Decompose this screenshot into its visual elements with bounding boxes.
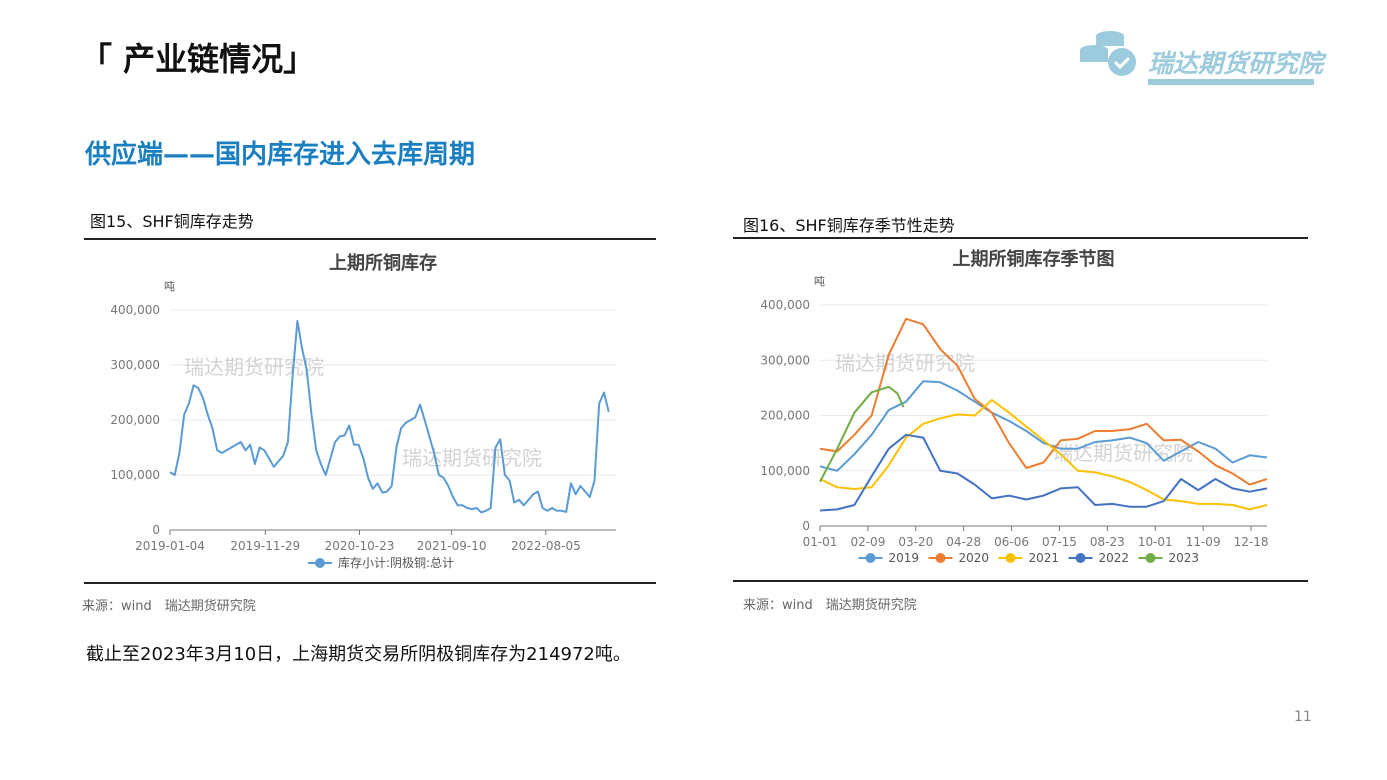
legend-marker [1145, 553, 1156, 563]
x-tick-label: 2020-10-23 [325, 539, 395, 553]
y-tick-label: 0 [802, 519, 810, 533]
series-line-2023 [819, 385, 905, 483]
watermark: 瑞达期货研究院 [835, 351, 975, 375]
x-tick-label: 08-23 [1090, 535, 1125, 549]
x-tick-label: 06-06 [994, 535, 1029, 549]
series-line-库存小计:阴极铜:总计 [169, 320, 610, 514]
coins-logo-icon [1080, 31, 1136, 76]
slide-title: 「 产业链情况」 [80, 40, 316, 78]
watermark: 瑞达期货研究院 [1053, 441, 1193, 465]
logo-underline [1148, 79, 1314, 85]
x-tick-label: 2021-09-10 [417, 539, 487, 553]
x-tick-label: 04-28 [946, 535, 981, 549]
figure-16-caption: 图16、SHF铜库存季节性走势 [743, 216, 955, 235]
divider [84, 582, 656, 584]
x-tick-label: 2019-11-29 [230, 539, 300, 553]
series-line-2020 [819, 317, 1268, 486]
x-tick-label: 07-15 [1042, 535, 1077, 549]
legend-label: 2019 [889, 551, 920, 565]
y-tick-label: 100,000 [760, 464, 810, 478]
y-tick-label: 200,000 [760, 409, 810, 423]
legend-marker [1075, 553, 1086, 563]
x-tick-label: 11-09 [1186, 535, 1221, 549]
legend-label: 2023 [1169, 551, 1200, 565]
y-tick-label: 100,000 [110, 468, 160, 482]
figure-15-source: 来源：wind 瑞达期货研究院 [82, 599, 256, 614]
series-line-2021 [819, 399, 1268, 511]
divider [84, 238, 656, 240]
y-tick-label: 400,000 [760, 298, 810, 312]
logo-text: 瑞达期货研究院 [1148, 49, 1324, 78]
y-tick-label: 0 [152, 523, 160, 537]
y-tick-label: 300,000 [760, 353, 810, 367]
page-number: 11 [1294, 709, 1312, 725]
series-line-2019 [819, 380, 1268, 472]
legend-marker [315, 558, 325, 568]
legend-label: 2022 [1099, 551, 1130, 565]
y-tick-label: 400,000 [110, 303, 160, 317]
watermark: 瑞达期货研究院 [184, 355, 324, 379]
legend-marker [1005, 553, 1016, 563]
divider [733, 580, 1308, 582]
x-tick-label: 02-09 [850, 535, 885, 549]
section-heading: 供应端——国内库存进入去库周期 [85, 140, 476, 170]
x-tick-label: 10-01 [1138, 535, 1173, 549]
x-tick-label: 2022-08-05 [511, 539, 581, 553]
y-axis-unit: 吨 [164, 280, 175, 293]
x-tick-label: 12-18 [1234, 535, 1269, 549]
legend-label: 库存小计:阴极铜:总计 [338, 555, 454, 570]
x-tick-label: 2019-01-04 [135, 539, 205, 553]
series-line-2022 [819, 433, 1268, 512]
summary-note: 截止至2023年3月10日，上海期货交易所阴极铜库存为214972吨。 [86, 644, 631, 665]
figure-16-source: 来源：wind 瑞达期货研究院 [743, 598, 917, 613]
x-tick-label: 03-20 [898, 535, 933, 549]
y-tick-label: 200,000 [110, 413, 160, 427]
figure-15-caption: 图15、SHF铜库存走势 [90, 212, 254, 231]
x-tick-label: 01-01 [803, 535, 838, 549]
chart-title: 上期所铜库存 [329, 252, 437, 274]
watermark: 瑞达期货研究院 [402, 446, 542, 470]
y-tick-label: 300,000 [110, 358, 160, 372]
legend-label: 2021 [1029, 551, 1060, 565]
legend-label: 2020 [959, 551, 990, 565]
legend-marker [865, 553, 876, 563]
y-axis-unit: 吨 [814, 275, 825, 288]
legend-marker [935, 553, 946, 563]
chart-title: 上期所铜库存季节图 [953, 248, 1115, 270]
divider [733, 237, 1308, 239]
